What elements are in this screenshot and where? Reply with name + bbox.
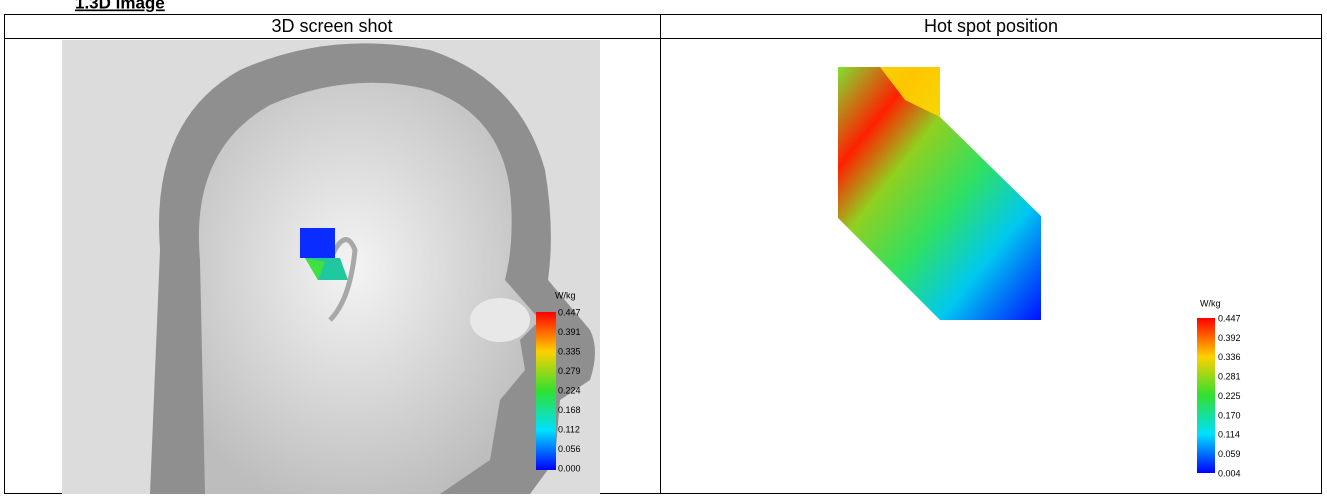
- legend-label: 0.281: [1218, 372, 1241, 382]
- column-header: 3D screen shot: [271, 16, 392, 36]
- heading: 1.3D image: [75, 0, 165, 12]
- color-bar: [536, 312, 556, 470]
- legend-label: 0.224: [558, 385, 581, 395]
- legend-unit: W/kg: [1200, 298, 1221, 308]
- legend-label: 0.447: [1218, 313, 1241, 323]
- screenshot-3d: [62, 40, 600, 495]
- hot-spot-image: [838, 67, 1041, 320]
- legend-label: 0.335: [558, 346, 581, 356]
- legend-label: 0.059: [1218, 449, 1241, 459]
- legend-label: 0.000: [558, 463, 581, 473]
- legend-label: 0.056: [558, 444, 581, 454]
- legend-unit: W/kg: [555, 290, 576, 300]
- legend-label: 0.391: [558, 327, 581, 337]
- legend-label: 0.447: [558, 307, 581, 317]
- legend-label: 0.168: [558, 405, 581, 415]
- legend-label: 0.114: [1218, 430, 1240, 440]
- column-header: Hot spot position: [924, 16, 1058, 36]
- legend-label: 0.004: [1218, 468, 1241, 478]
- legend-label: 0.170: [1218, 410, 1241, 420]
- color-bar: [1197, 318, 1215, 473]
- legend-label: 0.225: [1218, 391, 1241, 401]
- legend-label: 0.279: [558, 366, 581, 376]
- legend-label: 0.112: [558, 424, 580, 434]
- hot-spot-image: [880, 67, 940, 117]
- legend-label: 0.392: [1218, 333, 1241, 343]
- legend-label: 0.336: [1218, 352, 1241, 362]
